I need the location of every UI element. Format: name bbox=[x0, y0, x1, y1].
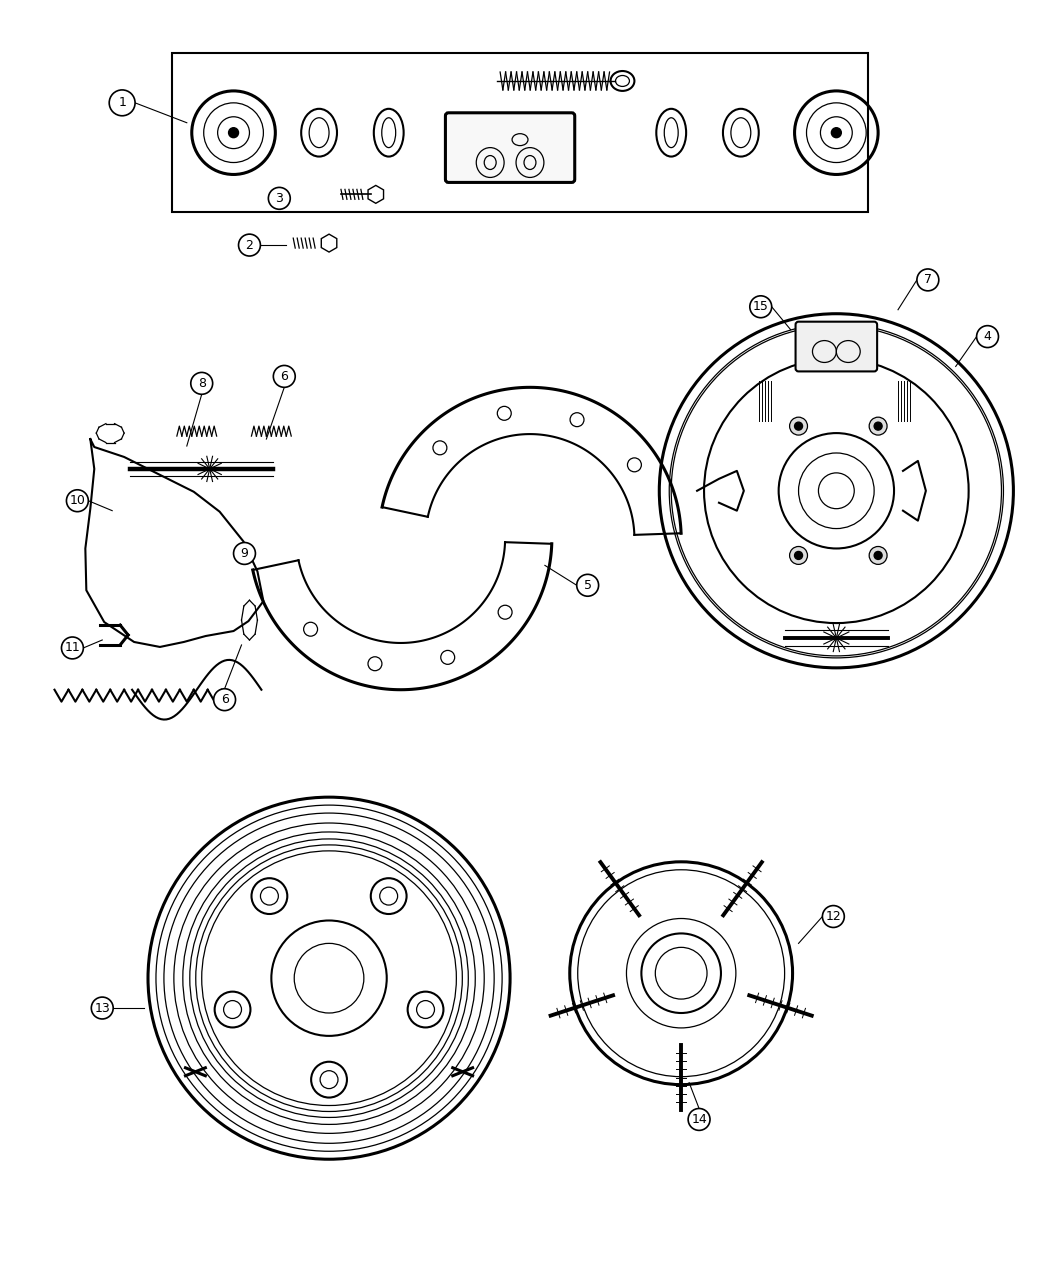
Circle shape bbox=[238, 235, 260, 256]
Circle shape bbox=[795, 552, 802, 560]
Circle shape bbox=[191, 372, 213, 394]
Circle shape bbox=[214, 992, 251, 1028]
Circle shape bbox=[66, 490, 88, 511]
Circle shape bbox=[441, 650, 455, 664]
Circle shape bbox=[750, 296, 772, 317]
Circle shape bbox=[303, 622, 317, 636]
Text: 6: 6 bbox=[220, 694, 229, 706]
Circle shape bbox=[628, 458, 642, 472]
Circle shape bbox=[433, 441, 447, 455]
Circle shape bbox=[62, 638, 83, 659]
Circle shape bbox=[869, 547, 887, 565]
Circle shape bbox=[269, 187, 290, 209]
Circle shape bbox=[371, 878, 406, 914]
Circle shape bbox=[795, 422, 802, 430]
Circle shape bbox=[233, 542, 255, 565]
Circle shape bbox=[875, 552, 882, 560]
Circle shape bbox=[498, 606, 512, 620]
Circle shape bbox=[368, 657, 382, 671]
Circle shape bbox=[213, 688, 235, 710]
Circle shape bbox=[91, 997, 113, 1019]
Text: 2: 2 bbox=[246, 238, 253, 251]
Text: 1: 1 bbox=[119, 97, 126, 110]
Circle shape bbox=[875, 422, 882, 430]
FancyBboxPatch shape bbox=[796, 321, 877, 371]
Text: 6: 6 bbox=[280, 370, 288, 382]
Text: 7: 7 bbox=[924, 273, 931, 287]
Text: 5: 5 bbox=[584, 579, 591, 592]
Text: 14: 14 bbox=[691, 1113, 707, 1126]
Circle shape bbox=[570, 413, 584, 427]
Text: 15: 15 bbox=[753, 300, 769, 314]
Circle shape bbox=[252, 878, 288, 914]
Text: 12: 12 bbox=[825, 910, 841, 923]
Text: 13: 13 bbox=[94, 1002, 110, 1015]
Text: 11: 11 bbox=[64, 641, 80, 654]
Circle shape bbox=[790, 417, 807, 435]
Circle shape bbox=[917, 269, 939, 291]
Circle shape bbox=[498, 407, 511, 421]
Text: 10: 10 bbox=[69, 495, 85, 507]
Circle shape bbox=[790, 547, 807, 565]
Circle shape bbox=[273, 366, 295, 388]
Text: 4: 4 bbox=[984, 330, 991, 343]
Circle shape bbox=[229, 128, 238, 138]
Circle shape bbox=[869, 417, 887, 435]
Circle shape bbox=[976, 325, 999, 348]
Bar bbox=[172, 54, 868, 212]
Circle shape bbox=[311, 1062, 347, 1098]
Circle shape bbox=[688, 1108, 710, 1131]
Text: 8: 8 bbox=[197, 377, 206, 390]
FancyBboxPatch shape bbox=[445, 112, 574, 182]
Text: 9: 9 bbox=[240, 547, 249, 560]
Circle shape bbox=[822, 905, 844, 927]
Text: 3: 3 bbox=[275, 191, 284, 205]
Circle shape bbox=[576, 574, 598, 597]
Circle shape bbox=[109, 91, 135, 116]
Circle shape bbox=[407, 992, 443, 1028]
Circle shape bbox=[832, 128, 841, 138]
